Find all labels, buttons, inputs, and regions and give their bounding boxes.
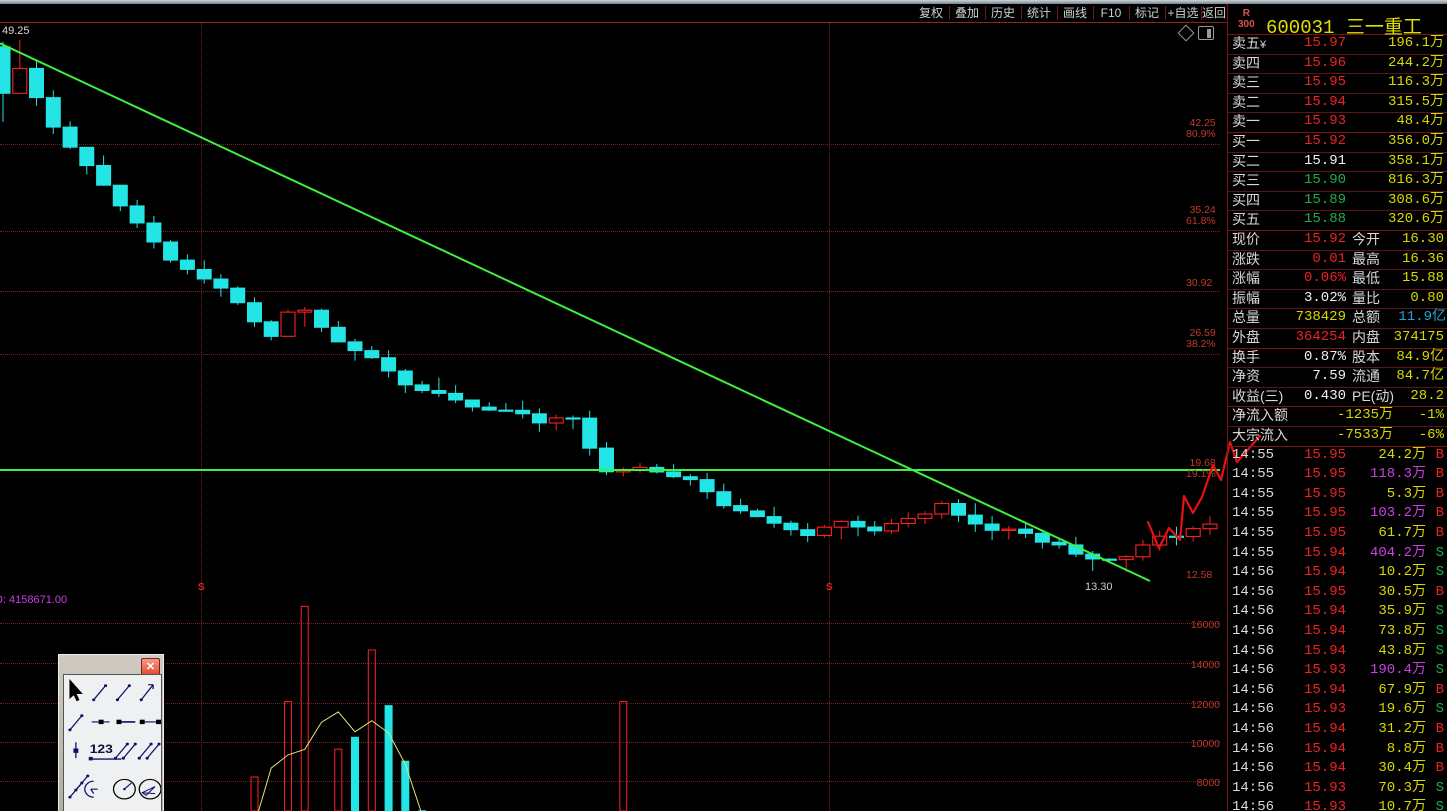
svg-text:123: 123: [90, 742, 113, 756]
